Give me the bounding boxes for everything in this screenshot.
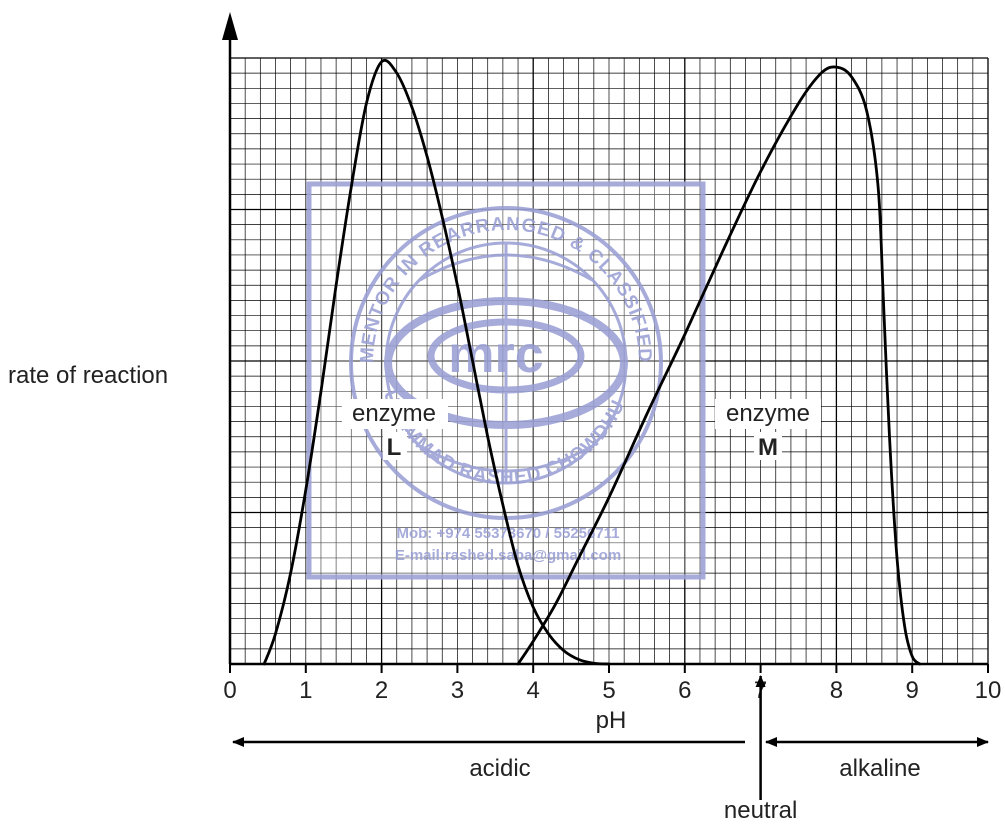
label-enzyme-L: enzyme L (342, 399, 448, 461)
grid (229, 57, 989, 665)
label-enzyme-L-letter-bg (383, 432, 407, 460)
alkaline-range: alkaline (765, 737, 989, 782)
x-tick-label: 3 (451, 677, 464, 704)
y-axis-arrow (222, 12, 238, 40)
acidic-range: acidic (232, 737, 745, 782)
y-axis-label: rate of reaction (8, 362, 168, 389)
x-axis-label: pH (596, 707, 627, 734)
x-tick-label: 9 (906, 677, 919, 704)
watermark-arc (419, 253, 593, 282)
enzyme-L-letter: L (387, 434, 402, 461)
x-tick-label: 1 (299, 677, 312, 704)
x-tick-label: 6 (678, 677, 691, 704)
enzyme-M-name: enzyme (726, 400, 810, 427)
neutral-marker: neutral (724, 675, 797, 824)
x-tick-label: 10 (975, 677, 1002, 704)
x-tick-label: 2 (375, 677, 388, 704)
watermark-email: E-mail:rashed.saba@gmail.com (395, 547, 621, 564)
neutral-label: neutral (724, 797, 797, 822)
curve-enzyme-L (262, 58, 611, 666)
label-enzyme-M: enzyme M (715, 399, 821, 461)
curve-enzyme-M (516, 65, 922, 666)
acidic-label: acidic (469, 755, 530, 782)
x-tick-label: 5 (602, 677, 615, 704)
x-tick-label: 0 (223, 677, 236, 704)
x-tick-label: 8 (830, 677, 843, 704)
watermark-logo: mrc (448, 326, 543, 384)
label-enzyme-M-letter-bg (754, 432, 782, 460)
label-enzyme-M-bg (715, 399, 821, 429)
enzyme-M-letter: M (758, 434, 778, 461)
curves (262, 58, 922, 666)
enzyme-L-name: enzyme (352, 400, 436, 427)
alkaline-label: alkaline (839, 755, 920, 782)
watermark-phone: Mob: +974 55373670 / 55256711 (396, 525, 619, 542)
label-enzyme-L-bg (342, 399, 448, 429)
x-tick-label: 4 (527, 677, 540, 704)
watermark-arc (419, 444, 593, 473)
x-ticks: 012345678910 (223, 664, 1001, 704)
